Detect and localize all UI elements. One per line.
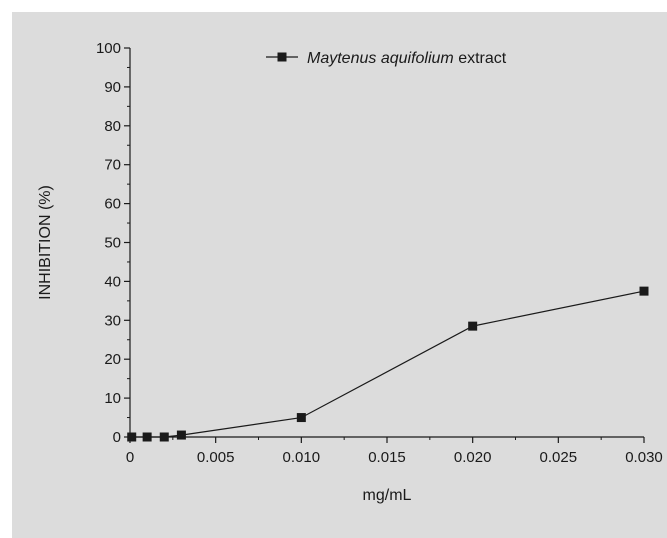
data-point <box>639 286 649 296</box>
legend-marker <box>277 52 287 62</box>
legend: Maytenus aquifolium extract <box>266 50 507 67</box>
x-tick-label: 0.020 <box>454 449 492 466</box>
data-point <box>176 430 186 440</box>
y-tick-label: 10 <box>104 390 121 407</box>
legend-label-plain: extract <box>454 50 507 67</box>
data-point <box>127 432 137 442</box>
x-axis-title: mg/mL <box>363 487 412 504</box>
y-axis-title: INHIBITION (%) <box>37 185 54 300</box>
data-point <box>296 413 306 423</box>
axes <box>129 48 644 438</box>
y-tick-label: 0 <box>113 429 121 446</box>
x-tick-label: 0.025 <box>540 449 578 466</box>
y-tick-label: 50 <box>104 235 121 252</box>
y-tick-label: 40 <box>104 273 121 290</box>
series-line <box>131 290 645 438</box>
legend-label: Maytenus aquifolium extract <box>307 50 507 67</box>
x-tick-label: 0 <box>126 449 134 466</box>
legend-label-italic: Maytenus aquifolium <box>307 50 454 67</box>
y-tick-label: 30 <box>104 312 121 329</box>
x-tick-label: 0.005 <box>197 449 235 466</box>
y-tick-label: 60 <box>104 196 121 213</box>
data-point <box>142 432 152 442</box>
y-tick-label: 100 <box>96 40 121 57</box>
line-chart: 0 10 20 30 40 50 60 70 80 90 100 0 0.005 0.010 0.015 0.… <box>37 40 663 504</box>
series-layer <box>127 286 649 442</box>
y-tick-label: 70 <box>104 157 121 174</box>
x-tick-label: 0.015 <box>368 449 406 466</box>
y-tick-label: 80 <box>104 118 121 135</box>
y-tick-label: 90 <box>104 79 121 96</box>
y-tick-label: 20 <box>104 351 121 368</box>
tick-marks: 0 10 20 30 40 50 60 70 80 90 100 0 0.005 0.010 0.015 0.… <box>96 40 663 466</box>
chart-panel: 0 10 20 30 40 50 60 70 80 90 100 0 0.005 0.010 0.015 0.… <box>12 12 667 538</box>
data-point <box>159 432 169 442</box>
x-tick-label: 0.030 <box>625 449 663 466</box>
data-point <box>468 321 478 331</box>
x-tick-label: 0.010 <box>283 449 321 466</box>
